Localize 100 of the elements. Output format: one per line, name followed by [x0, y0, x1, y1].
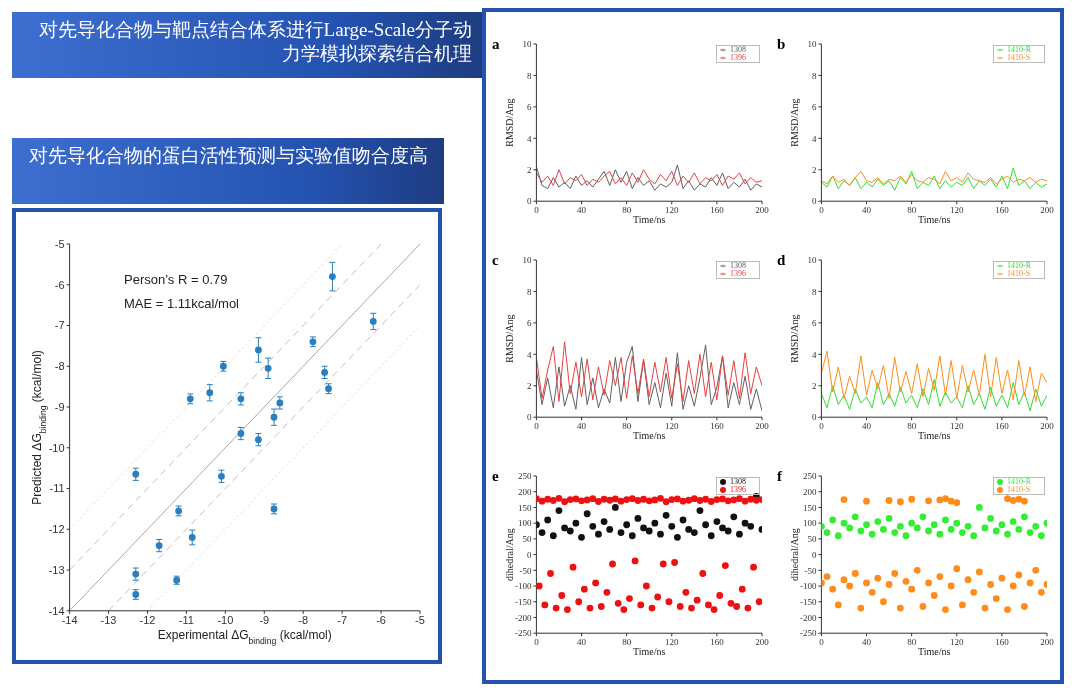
- y-tick-label: -12: [48, 523, 65, 536]
- y-tick-label: -50: [804, 565, 817, 576]
- point: [1037, 588, 1045, 596]
- text: d: [777, 252, 786, 269]
- x-tick-label: 0: [819, 204, 825, 215]
- point: [634, 515, 642, 522]
- text: b: [777, 36, 786, 53]
- y-tick-label: 4: [811, 133, 817, 144]
- point: [930, 592, 938, 599]
- point: [981, 604, 989, 612]
- point: [578, 533, 585, 541]
- point: [206, 389, 214, 397]
- y-tick-label: 150: [802, 502, 817, 513]
- point: [863, 579, 870, 587]
- point: [1021, 513, 1028, 521]
- y-tick-label: 10: [807, 255, 817, 266]
- line-series: [821, 378, 1047, 412]
- x-tick-label: 40: [862, 204, 872, 215]
- line-series: [536, 344, 762, 412]
- point: [851, 513, 859, 521]
- y-tick-label: -100: [514, 581, 532, 592]
- y-tick-label: 6: [526, 102, 532, 113]
- y-tick-label: 10: [522, 39, 532, 50]
- y-tick-label: 200: [802, 486, 817, 497]
- y-axis-title: RMSD/Ang: [789, 314, 800, 363]
- point: [719, 524, 726, 532]
- x-axis-title: Time/ns: [917, 214, 951, 225]
- x-tick-label: 80: [622, 420, 632, 431]
- point: [885, 515, 893, 522]
- x-axis-title: Experimental ΔG$_{binding}$ (kcal/mol): [157, 628, 332, 646]
- point: [919, 603, 927, 610]
- line-series: [821, 170, 1047, 186]
- point: [885, 497, 893, 504]
- y-axis-title: dihedral/Ang: [504, 528, 515, 581]
- point: [891, 570, 899, 577]
- point: [987, 581, 995, 588]
- point: [896, 604, 904, 612]
- x-tick-label: 160: [710, 204, 725, 215]
- x-axis-title: Time/ns: [632, 430, 666, 441]
- legend-label: 1396: [730, 53, 746, 62]
- y-tick-label: -250: [514, 628, 532, 639]
- point: [1021, 603, 1028, 610]
- x-tick-label: 40: [577, 636, 587, 647]
- point: [673, 533, 681, 541]
- point: [863, 497, 870, 505]
- point: [1004, 495, 1011, 503]
- y-tick-label: -6: [54, 278, 65, 291]
- point: [863, 521, 870, 529]
- point: [713, 518, 721, 525]
- y-tick-label: 0: [526, 196, 532, 207]
- line-series: [536, 169, 762, 186]
- point: [606, 526, 614, 533]
- point: [696, 507, 704, 514]
- legend-label: 1308: [730, 477, 746, 486]
- point: [1004, 530, 1011, 538]
- x-tick-label: 160: [995, 204, 1010, 215]
- y-tick-label: 0: [811, 196, 817, 207]
- point: [896, 522, 904, 530]
- y-tick-label: -250: [799, 628, 817, 639]
- y-tick-label: -11: [49, 482, 65, 495]
- y-tick-label: 8: [526, 70, 532, 81]
- point: [369, 318, 377, 325]
- y-tick-label: 8: [811, 70, 817, 81]
- point: [730, 513, 738, 521]
- y-tick-label: -150: [799, 596, 817, 607]
- y-tick-label: -8: [54, 360, 65, 373]
- point: [264, 364, 272, 372]
- point: [964, 576, 972, 584]
- point: [840, 519, 848, 527]
- x-tick-label: 120: [950, 204, 965, 215]
- point: [188, 534, 196, 541]
- x-tick-label: 0: [534, 420, 540, 431]
- point: [947, 526, 955, 533]
- point: [566, 527, 574, 535]
- text: f: [777, 468, 782, 485]
- x-tick-label: 200: [755, 420, 770, 431]
- point: [840, 496, 848, 503]
- x-tick-label: 200: [1040, 420, 1055, 431]
- point: [857, 604, 865, 612]
- point: [572, 519, 580, 527]
- y-tick-label: 0: [526, 412, 532, 423]
- y-tick-label: -150: [514, 596, 532, 607]
- y-tick-label: -200: [799, 612, 817, 623]
- point: [942, 495, 949, 503]
- point: [328, 273, 336, 281]
- text: a: [492, 36, 500, 53]
- point: [1009, 518, 1017, 525]
- y-tick-label: -7: [54, 319, 65, 332]
- point: [255, 346, 262, 354]
- y-tick-label: -13: [48, 563, 65, 576]
- point: [1015, 571, 1023, 579]
- point: [823, 529, 831, 537]
- point: [902, 577, 910, 585]
- y-tick-label: 0: [526, 549, 532, 560]
- point: [1032, 522, 1040, 530]
- legend-label: 1308: [730, 45, 746, 54]
- y-tick-label: 250: [517, 471, 532, 482]
- point: [555, 507, 563, 514]
- point: [902, 532, 910, 540]
- point: [958, 601, 966, 609]
